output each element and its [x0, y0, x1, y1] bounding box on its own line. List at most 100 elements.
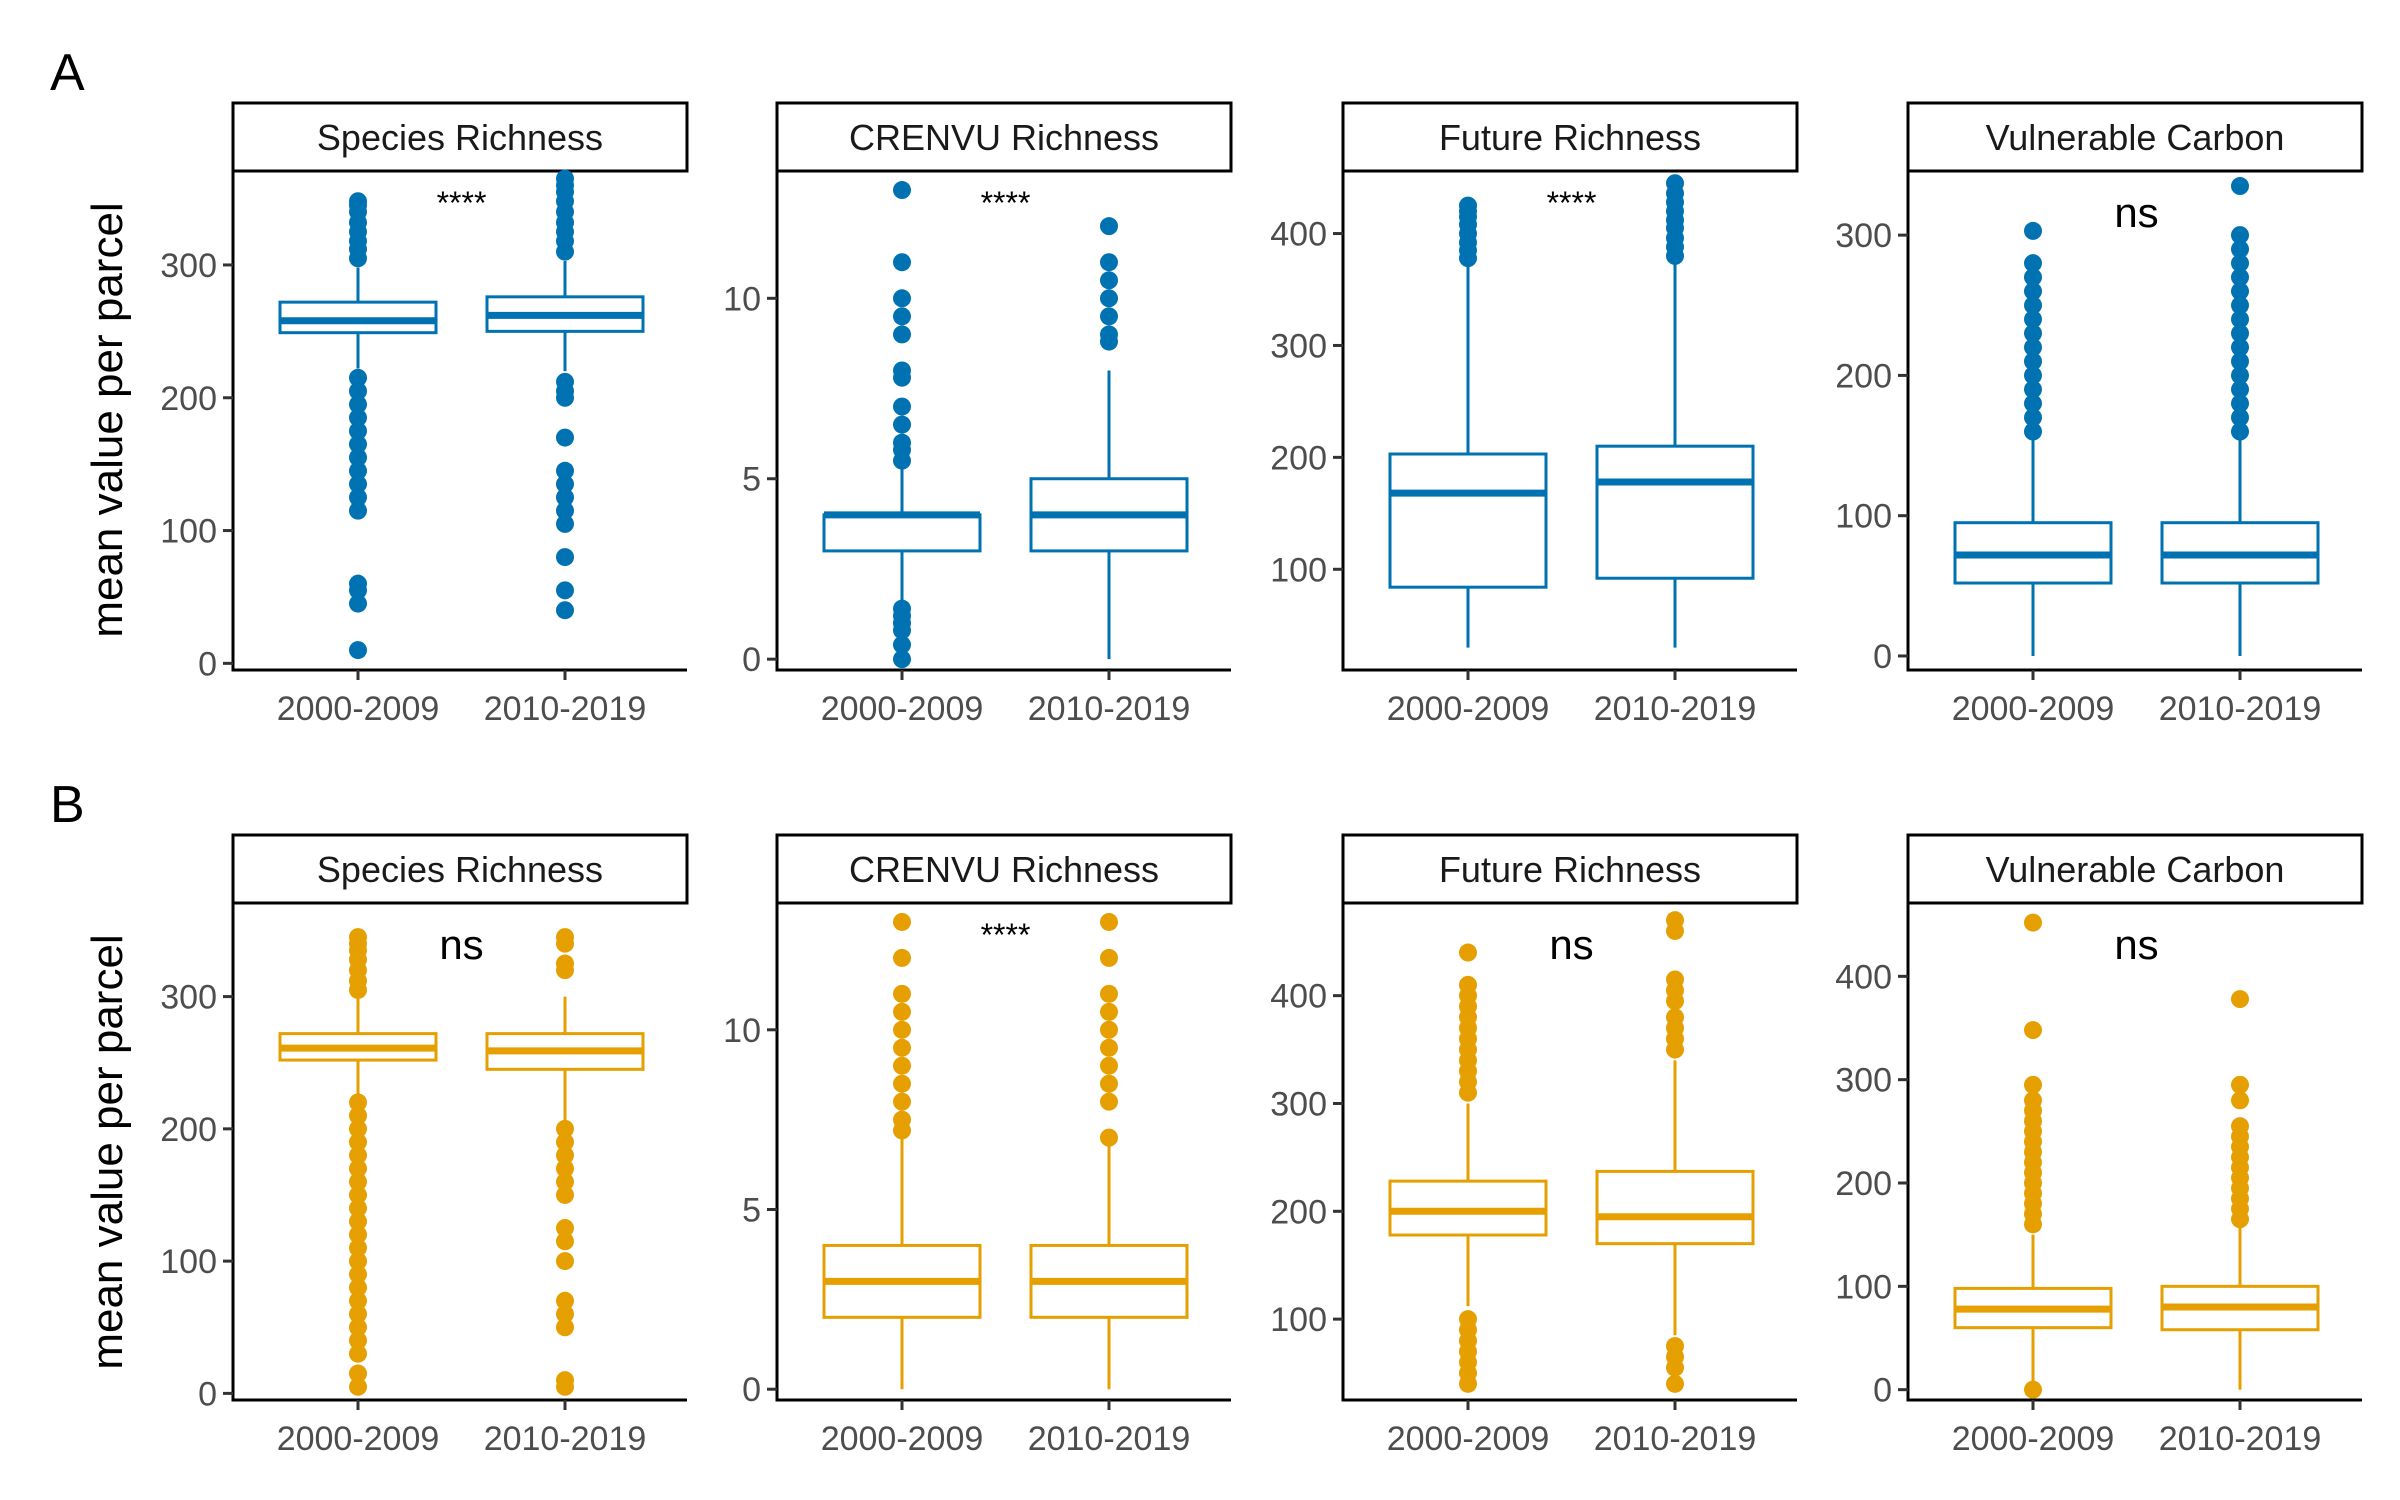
outlier-point — [893, 599, 911, 618]
outlier-point — [893, 635, 911, 654]
outlier-point — [893, 181, 911, 200]
x-tick-label: 2010-2019 — [484, 1420, 647, 1458]
significance-label: **** — [981, 185, 1031, 221]
outlier-point — [556, 501, 574, 520]
outlier-point — [2024, 254, 2042, 273]
facet-title: Future Richness — [1439, 117, 1701, 158]
outlier-point — [349, 461, 367, 480]
outlier-point — [2024, 380, 2042, 399]
outlier-point — [556, 548, 574, 567]
outlier-point — [349, 1159, 367, 1178]
outlier-point — [1100, 948, 1118, 967]
y-tick-label: 300 — [1835, 217, 1892, 255]
x-tick-label: 2000-2009 — [821, 1420, 984, 1458]
x-tick-label: 2000-2009 — [277, 690, 440, 728]
outlier-point — [1100, 1056, 1118, 1075]
outlier-point — [556, 1185, 574, 1204]
outlier-point — [349, 1212, 367, 1231]
outlier-point — [556, 1146, 574, 1165]
outlier-point — [1100, 253, 1118, 272]
x-tick-label: 2000-2009 — [277, 1420, 440, 1458]
outlier-point — [893, 1092, 911, 1111]
outlier-point — [2024, 221, 2042, 240]
outlier-point — [2024, 352, 2042, 371]
y-tick-label: 300 — [1835, 1062, 1892, 1100]
outlier-point — [349, 1225, 367, 1244]
outlier-point — [2231, 177, 2249, 196]
outlier-point — [1100, 325, 1118, 344]
box-iqr — [822, 513, 982, 553]
outlier-point — [893, 415, 911, 434]
outlier-point — [1100, 1092, 1118, 1111]
facet-panel-a-2: CRENVU Richness 0 5 10 2000-2009 2010-2019 ***… — [723, 101, 1233, 728]
outlier-point — [2231, 380, 2249, 399]
outlier-point — [2024, 394, 2042, 413]
y-tick-label: 0 — [742, 641, 761, 679]
x-tick-label: 2010-2019 — [1028, 1420, 1191, 1458]
outlier-point — [349, 435, 367, 454]
outlier-point — [349, 1265, 367, 1284]
outlier-point — [2024, 268, 2042, 287]
outlier-point — [2231, 324, 2249, 343]
facet-panel-a-1: Species Richness 0 100 200 300 2000-2009 2010-… — [160, 101, 689, 728]
outlier-point — [1459, 1310, 1477, 1329]
outlier-point — [556, 601, 574, 620]
outlier-point — [349, 1146, 367, 1165]
outlier-point — [349, 368, 367, 387]
axis-lines — [775, 904, 1231, 1402]
outlier-point — [1100, 1020, 1118, 1039]
axis-lines — [231, 172, 687, 672]
axis-lines — [1341, 172, 1797, 672]
outlier-point — [349, 448, 367, 467]
outlier-point — [893, 1056, 911, 1075]
facet-strip — [231, 101, 689, 173]
outlier-point — [2231, 1117, 2249, 1136]
outlier-point — [1100, 1128, 1118, 1147]
facet-panel-a-4: Vulnerable Carbon 0 100 200 300 2000-2009 2010… — [1835, 101, 2364, 728]
outlier-point — [893, 1074, 911, 1093]
axis-lines — [1341, 904, 1797, 1402]
outlier-point — [2024, 296, 2042, 315]
y-tick-label: 0 — [1873, 638, 1892, 676]
outlier-point — [2024, 408, 2042, 427]
facet-strip — [775, 101, 1233, 173]
y-tick-label: 300 — [1270, 1085, 1327, 1123]
outlier-point — [893, 650, 911, 669]
outlier-point — [1100, 271, 1118, 290]
outlier-point — [349, 1364, 367, 1383]
x-tick-label: 2010-2019 — [2159, 690, 2322, 728]
outlier-point — [349, 1331, 367, 1350]
y-tick-label: 5 — [742, 1192, 761, 1230]
outlier-point — [2024, 1075, 2042, 1094]
outlier-point — [556, 1232, 574, 1251]
y-tick-label: 300 — [1270, 327, 1327, 365]
outlier-point — [2231, 1091, 2249, 1110]
y-tick-label: 100 — [1835, 498, 1892, 536]
outlier-point — [893, 289, 911, 308]
outlier-point — [1666, 1337, 1684, 1356]
outlier-point — [1100, 307, 1118, 326]
outlier-point — [2024, 282, 2042, 301]
facet-panel-a-3: Future Richness 100 200 300 400 2000-2009 2010… — [1270, 101, 1799, 728]
outlier-point — [556, 475, 574, 494]
outlier-point — [1666, 1374, 1684, 1393]
outlier-point — [1100, 289, 1118, 308]
outlier-point — [349, 1291, 367, 1310]
outlier-point — [556, 1172, 574, 1191]
outlier-point — [2231, 310, 2249, 329]
y-tick-label: 10 — [723, 280, 761, 318]
y-axis-label-row-b: mean value per parcel — [83, 934, 132, 1369]
y-tick-label: 0 — [742, 1371, 761, 1409]
outlier-point — [1100, 1038, 1118, 1057]
facet-strip — [231, 833, 689, 905]
panel-letter-b: B — [50, 776, 85, 834]
outlier-point — [2231, 254, 2249, 273]
y-tick-label: 100 — [1835, 1268, 1892, 1306]
outlier-point — [349, 1377, 367, 1396]
y-tick-label: 300 — [160, 979, 217, 1017]
outlier-point — [556, 1305, 574, 1324]
outlier-point — [893, 433, 911, 452]
y-tick-label: 5 — [742, 461, 761, 499]
outlier-point — [893, 325, 911, 344]
